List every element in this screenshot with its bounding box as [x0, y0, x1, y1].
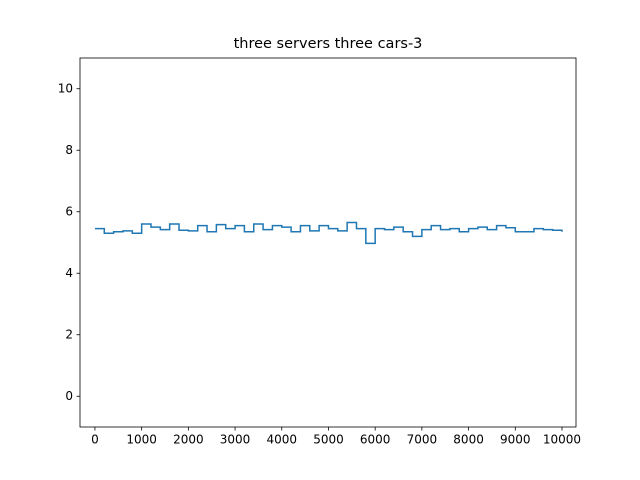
x-tick-label: 1000: [126, 433, 157, 447]
x-tick-label: 3000: [220, 433, 251, 447]
plot-frame: [79, 57, 577, 428]
x-tick-label: 9000: [500, 433, 531, 447]
y-tick-label: 0: [65, 389, 73, 403]
y-tick-label: 2: [65, 327, 73, 341]
y-tick-label: 10: [58, 81, 73, 95]
y-tick-label: 4: [65, 266, 73, 280]
chart-title: three servers three cars-3: [234, 36, 423, 52]
x-tick-label: 7000: [407, 433, 438, 447]
y-tick-label: 6: [65, 204, 73, 218]
x-tick-label: 10000: [543, 433, 581, 447]
y-tick-label: 8: [65, 143, 73, 157]
x-tick-label: 6000: [360, 433, 391, 447]
x-tick-label: 0: [91, 433, 99, 447]
x-tick-label: 4000: [266, 433, 297, 447]
x-tick-label: 2000: [173, 433, 204, 447]
x-tick-label: 5000: [313, 433, 344, 447]
line-series: [94, 221, 563, 245]
x-tick-label: 8000: [453, 433, 484, 447]
